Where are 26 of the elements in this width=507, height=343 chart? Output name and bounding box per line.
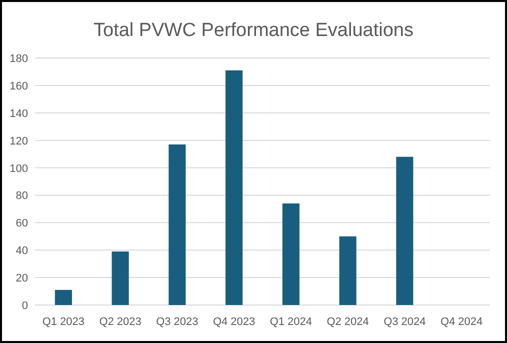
bar (396, 156, 414, 305)
bar (226, 70, 243, 305)
y-tick-label: 60 (16, 218, 28, 230)
y-tick-label: 20 (16, 272, 28, 285)
bar (339, 236, 356, 305)
bar (112, 251, 129, 305)
bar (282, 203, 300, 305)
x-tick-label: Q4 2024 (440, 316, 483, 328)
chart-title: Total PVWC Performance Evaluations (94, 20, 414, 41)
y-tick-label: 160 (10, 80, 28, 92)
x-tick-label: Q1 2024 (270, 316, 312, 328)
y-tick-label: 80 (16, 190, 28, 202)
x-tick-label: Q2 2023 (99, 316, 142, 328)
y-tick-label: 100 (10, 162, 28, 175)
y-tick-label: 120 (10, 135, 28, 148)
y-tick-label: 180 (10, 53, 28, 65)
x-tick-label: Q3 2024 (384, 316, 426, 328)
y-tick-label: 140 (10, 108, 28, 120)
x-tick-label: Q4 2023 (212, 316, 256, 328)
x-tick-label: Q2 2024 (326, 316, 369, 328)
y-tick-label: 0 (22, 300, 28, 312)
bar (54, 290, 72, 305)
x-tick-label: Q1 2023 (42, 316, 85, 328)
y-tick-label: 40 (16, 245, 28, 258)
bar (168, 144, 186, 305)
x-tick-label: Q3 2023 (156, 316, 198, 328)
